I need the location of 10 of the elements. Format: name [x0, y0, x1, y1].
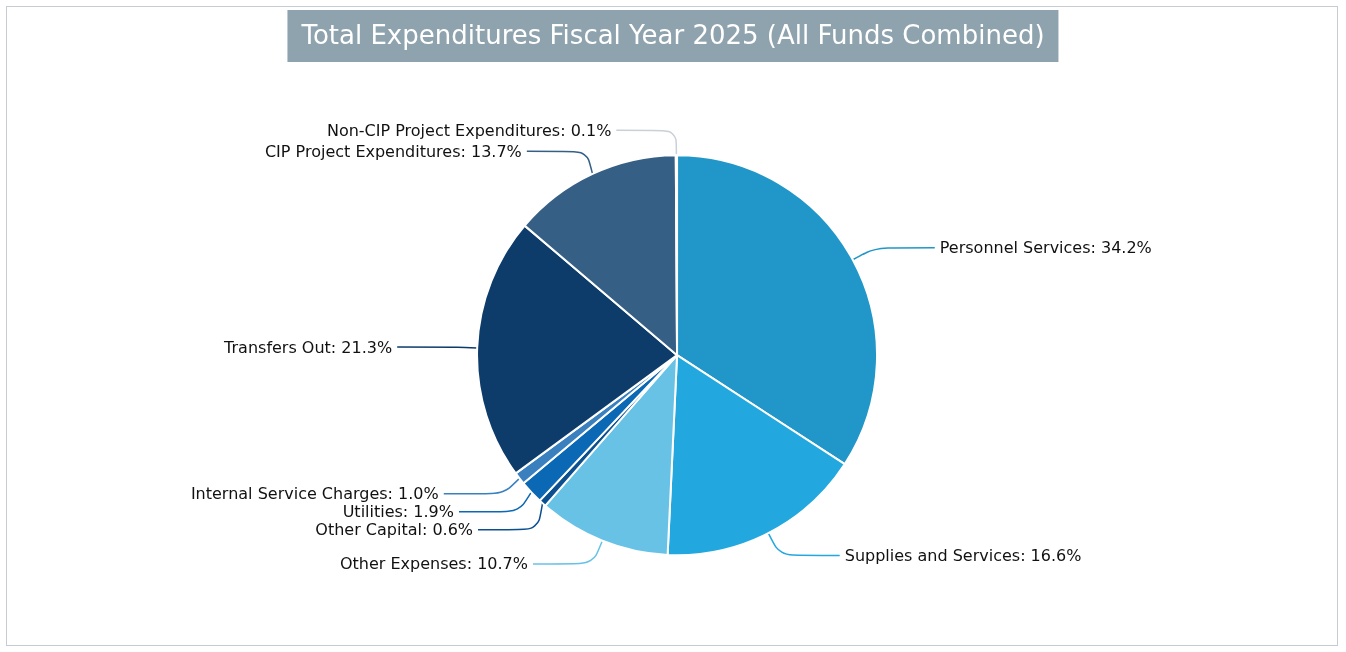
slice-label: Other Expenses: 10.7%: [339, 554, 528, 574]
slice-label: Supplies and Services: 16.6%: [844, 545, 1082, 565]
slice-label: Internal Service Charges: 1.0%: [190, 484, 439, 504]
chart-title: Total Expenditures Fiscal Year 2025 (All Funds Combined): [287, 10, 1059, 62]
slice-label: CIP Project Expenditures: 13.7%: [264, 141, 522, 161]
slice-label: Utilities: 1.9%: [342, 502, 454, 522]
slice-label: Personnel Services: 34.2%: [939, 238, 1152, 258]
slice-label: Other Capital: 0.6%: [315, 520, 474, 540]
slice-label: Transfers Out: 21.3%: [223, 337, 393, 357]
slice-label: Non-CIP Project Expenditures: 0.1%: [326, 120, 612, 140]
